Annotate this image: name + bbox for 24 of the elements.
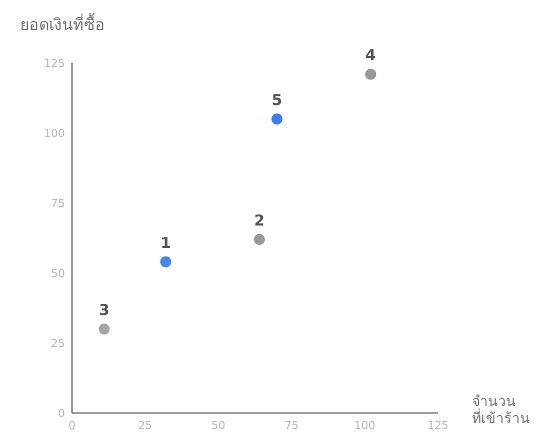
annotation: 1: [160, 234, 171, 252]
x-tick-label: 75: [284, 419, 299, 432]
y-tick-label: 125: [44, 57, 65, 70]
y-tick-label: 50: [51, 267, 65, 280]
point: [365, 68, 376, 80]
x-tick-label: 25: [138, 419, 152, 432]
annotation: 4: [365, 46, 376, 64]
point: [254, 234, 265, 245]
point: [98, 324, 110, 334]
x-tick-label: 100: [354, 419, 376, 432]
x-tick-label: 125: [428, 419, 448, 432]
point: [160, 256, 172, 268]
y-axis-title: ยอดเงินที่ซื้อ: [20, 13, 105, 34]
x-tick-label: 50: [211, 419, 226, 432]
x-axis-title: จำนวน ที่เข้าร้าน: [472, 394, 530, 427]
annotation: 5: [272, 91, 282, 109]
y-tick-label: 25: [51, 337, 65, 350]
x-tick-label: 0: [68, 419, 76, 432]
y-tick-label: 100: [44, 127, 65, 140]
annotation: 2: [254, 211, 265, 230]
annotation: 3: [98, 301, 110, 319]
y-tick-label: 75: [51, 197, 65, 210]
point: [271, 114, 282, 124]
y-tick-label: 0: [58, 407, 65, 420]
